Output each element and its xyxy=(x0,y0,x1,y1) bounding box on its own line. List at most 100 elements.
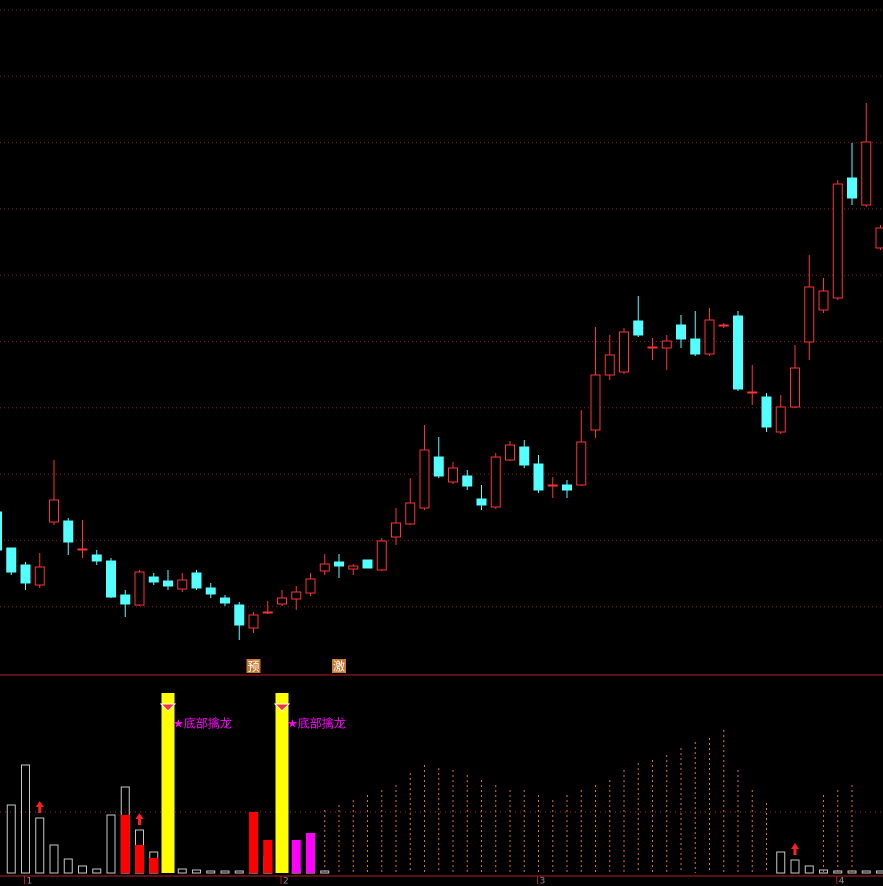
candle-body xyxy=(761,396,772,428)
candle-body xyxy=(562,484,572,491)
candle-body xyxy=(319,563,330,572)
candle-body xyxy=(376,540,387,571)
volume-bar xyxy=(220,870,230,874)
candle-body xyxy=(448,467,458,483)
volume-bar xyxy=(6,804,16,874)
candle-body xyxy=(847,177,857,199)
candle-body xyxy=(476,498,487,506)
candle-body xyxy=(462,475,473,487)
red-bar xyxy=(120,815,130,873)
volume-bar xyxy=(35,817,45,874)
candle-body xyxy=(818,290,829,311)
candle-body xyxy=(20,564,31,584)
volume-bar xyxy=(234,870,244,874)
red-bar xyxy=(149,858,159,873)
candle-body xyxy=(91,554,102,562)
volume-bar xyxy=(78,865,87,874)
candle-body xyxy=(590,374,601,431)
candle-body xyxy=(277,597,287,605)
candle-body xyxy=(405,502,416,525)
candle-body xyxy=(63,520,74,543)
magenta-bar xyxy=(291,840,301,873)
volume-bar xyxy=(106,814,116,874)
candle-body xyxy=(490,456,501,508)
signal-bar xyxy=(161,693,175,873)
candle-body xyxy=(220,597,230,604)
candle-body xyxy=(647,346,658,349)
x-tick-label: 4 xyxy=(839,877,845,886)
candle-body xyxy=(690,338,701,355)
signal-icon xyxy=(159,703,177,712)
red-bar xyxy=(135,845,144,873)
candle-body xyxy=(676,324,686,340)
volume-bar xyxy=(192,869,201,874)
candle-body xyxy=(6,547,17,573)
signal-icon xyxy=(273,703,291,712)
volume-bar xyxy=(92,868,102,874)
candle-body xyxy=(790,367,800,408)
candle-body xyxy=(49,499,59,523)
candle-body xyxy=(419,449,430,509)
signal-label: ★底部擒龙 xyxy=(287,716,346,731)
up-arrow xyxy=(35,801,44,813)
candle-body xyxy=(733,315,743,390)
volume-bar xyxy=(21,764,30,874)
candle-body xyxy=(604,354,615,376)
candle-body xyxy=(661,340,672,349)
candle-body xyxy=(362,559,373,569)
candle-body xyxy=(0,511,2,551)
volume-bar xyxy=(206,870,216,874)
candle-body xyxy=(205,587,216,595)
up-arrow xyxy=(791,843,799,855)
candle-body xyxy=(718,324,729,327)
candle-body xyxy=(875,227,883,249)
candle-body xyxy=(533,463,544,491)
candle-body xyxy=(433,456,444,477)
candle-body xyxy=(861,141,872,206)
candle-body xyxy=(704,319,715,355)
candle-body xyxy=(291,591,302,600)
candle-body xyxy=(576,441,587,486)
candle-body xyxy=(391,522,401,538)
candle-body xyxy=(619,331,629,373)
candle-body xyxy=(248,614,259,629)
x-tick-label: 3 xyxy=(540,877,546,886)
x-tick-label: 1 xyxy=(27,877,33,886)
candle-body xyxy=(747,391,758,394)
volume-bar xyxy=(776,851,786,874)
volume-bar xyxy=(876,870,883,874)
candle-body xyxy=(775,406,786,433)
candle-body xyxy=(262,611,273,614)
candle-body xyxy=(804,286,815,343)
signal-bar xyxy=(275,693,289,873)
marker-label: 预 xyxy=(247,660,259,674)
candle-body xyxy=(505,444,515,461)
red-bar xyxy=(249,812,258,873)
volume-bar xyxy=(177,868,187,874)
candle-body xyxy=(177,579,188,590)
candle-body xyxy=(120,594,131,605)
candle-body xyxy=(348,565,359,570)
candle-body xyxy=(134,571,145,606)
candle-body xyxy=(34,566,45,586)
candle-body xyxy=(163,580,173,587)
candle-body xyxy=(547,484,558,487)
candle-body xyxy=(77,548,88,551)
volume-bar xyxy=(49,844,59,874)
candle-body xyxy=(191,572,202,589)
up-arrow xyxy=(135,813,144,825)
candle-body xyxy=(305,578,316,594)
candle-body xyxy=(234,604,245,626)
candle-body xyxy=(334,561,344,567)
volume-bar xyxy=(63,858,73,874)
marker-box xyxy=(332,659,346,673)
volume-bar xyxy=(861,870,871,874)
volume-bar xyxy=(790,859,800,874)
marker-label: 激 xyxy=(333,660,345,674)
candle-body xyxy=(106,560,116,598)
signal-label: ★底部擒龙 xyxy=(173,716,232,731)
candle-body xyxy=(519,446,530,466)
x-tick-label: 2 xyxy=(283,877,289,886)
